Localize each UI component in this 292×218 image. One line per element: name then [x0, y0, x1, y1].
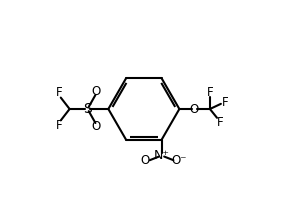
- Text: F: F: [207, 86, 213, 99]
- Text: O: O: [91, 120, 100, 133]
- Text: F: F: [56, 119, 63, 132]
- Text: F: F: [217, 116, 224, 129]
- Text: F: F: [222, 97, 229, 109]
- Text: N⁺: N⁺: [154, 149, 170, 162]
- Text: O: O: [190, 102, 199, 116]
- Text: O: O: [91, 85, 100, 98]
- Text: O⁻: O⁻: [171, 154, 187, 167]
- Text: S: S: [84, 102, 92, 116]
- Text: O: O: [140, 154, 149, 167]
- Text: F: F: [56, 86, 63, 99]
